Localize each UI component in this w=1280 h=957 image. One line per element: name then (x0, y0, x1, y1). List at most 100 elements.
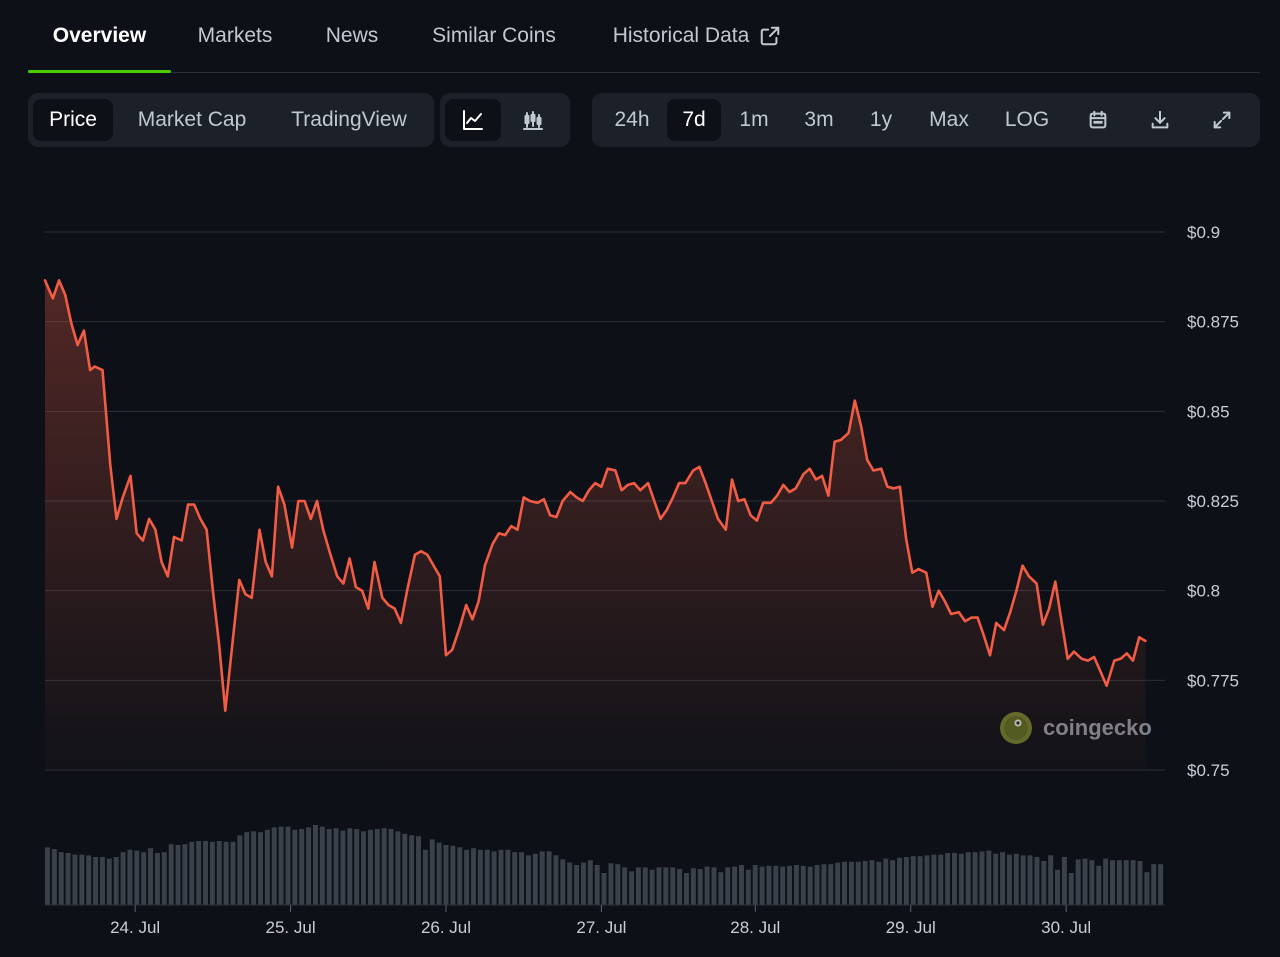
volume-bar (326, 829, 332, 905)
tab-similar-coins[interactable]: Similar Coins (405, 0, 583, 72)
volume-bar (271, 827, 277, 905)
price-area-fill (45, 280, 1146, 770)
volume-bar (113, 857, 119, 905)
volume-bar (340, 830, 346, 905)
volume-bar (361, 831, 367, 905)
volume-bar (1096, 865, 1102, 905)
volume-bar (924, 855, 930, 905)
tab-overview[interactable]: Overview (28, 0, 171, 73)
candlestick-chart-button[interactable] (501, 99, 565, 141)
price-chart[interactable]: $0.9$0.875$0.85$0.825$0.8$0.775$0.75 coi… (0, 150, 1280, 957)
metric-tradingview-button[interactable]: TradingView (271, 99, 427, 141)
range-max-button[interactable]: Max (911, 99, 987, 141)
volume-bar (759, 866, 765, 905)
volume-bar (161, 852, 167, 905)
range-3m-button[interactable]: 3m (787, 99, 851, 141)
volume-bar (842, 861, 848, 905)
range-toggle-group: 24h 7d 1m 3m 1y Max LOG (592, 93, 1260, 147)
volume-bar (457, 847, 463, 905)
tab-historical-data[interactable]: Historical Data (583, 0, 811, 72)
volume-bar (1151, 864, 1157, 905)
fullscreen-button[interactable] (1191, 99, 1253, 141)
volume-bar (65, 853, 71, 905)
line-chart-icon (461, 108, 485, 132)
tab-similar-coins-label: Similar Coins (432, 24, 556, 47)
volume-bar (855, 861, 861, 905)
fullscreen-icon (1211, 109, 1233, 131)
volume-bar (835, 862, 841, 905)
volume-bar (684, 873, 689, 905)
volume-bar (890, 860, 896, 905)
y-tick-label: $0.9 (1187, 223, 1220, 242)
log-scale-button[interactable]: LOG (987, 99, 1067, 141)
volume-bar (93, 857, 99, 905)
volume-bar (1034, 857, 1040, 905)
volume-bar (800, 865, 806, 905)
volume-bar (986, 850, 992, 905)
range-24h-button[interactable]: 24h (597, 99, 667, 141)
volume-bar (587, 860, 593, 905)
volume-bar (725, 867, 731, 905)
volume-bar (251, 831, 257, 905)
volume-bar (1041, 861, 1047, 905)
volume-bar (876, 861, 882, 905)
volume-bar (629, 871, 634, 905)
volume-bar (106, 858, 112, 905)
range-1m-button[interactable]: 1m (721, 99, 787, 141)
candlestick-chart-icon (521, 108, 545, 132)
volume-bar (807, 866, 813, 905)
volume-bar (649, 869, 655, 905)
x-axis-labels: 24. Jul 25. Jul 26. Jul 27. Jul 28. Jul 29. J… (110, 905, 1091, 937)
volume-bar (491, 851, 497, 905)
volume-bar (917, 856, 923, 905)
tab-markets[interactable]: Markets (171, 0, 299, 72)
volume-bar (677, 869, 683, 905)
line-chart-button[interactable] (445, 99, 501, 141)
calendar-button[interactable] (1067, 99, 1129, 141)
volume-bar (732, 866, 738, 905)
y-axis-labels: $0.9 $0.875 $0.85 $0.825 $0.8 $0.775 $0.75 (1187, 223, 1239, 780)
volume-bar (203, 841, 208, 905)
volume-bar (848, 861, 854, 905)
volume-bar (1055, 869, 1061, 905)
volume-bar (79, 854, 85, 905)
volume-bar (635, 867, 641, 905)
volume-bar (299, 829, 305, 905)
volume-bar (697, 869, 703, 905)
range-7d-button[interactable]: 7d (667, 99, 721, 141)
volume-bar (292, 829, 298, 905)
volume-bar (615, 864, 621, 905)
volume-bar (752, 865, 758, 905)
volume-bar (814, 865, 820, 905)
volume-bar (464, 849, 470, 905)
metric-price-button[interactable]: Price (33, 99, 113, 141)
metric-market-cap-button[interactable]: Market Cap (113, 99, 271, 141)
volume-bar (1103, 858, 1109, 905)
x-tick-label: 27. Jul (576, 918, 626, 937)
volume-bar (622, 867, 628, 905)
volume-bar (189, 841, 195, 905)
volume-bar (594, 865, 600, 905)
x-tick-label: 24. Jul (110, 918, 160, 937)
volume-bar (553, 855, 559, 905)
volume-bar (1116, 860, 1122, 905)
volume-bar (230, 841, 236, 905)
chart-style-toggle-group (440, 93, 570, 147)
volume-bar (182, 844, 188, 905)
volume-bar (560, 859, 566, 905)
download-button[interactable] (1129, 99, 1191, 141)
volume-bar (1130, 860, 1136, 905)
range-1y-button[interactable]: 1y (851, 99, 911, 141)
range-max-label: Max (929, 108, 969, 131)
volume-bar (718, 872, 724, 905)
volume-bar (828, 864, 834, 905)
volume-bar (416, 836, 421, 905)
volume-bar (608, 863, 614, 905)
y-tick-label: $0.75 (1187, 761, 1230, 780)
volume-bar (244, 832, 250, 905)
tab-news[interactable]: News (299, 0, 405, 72)
volume-bar (450, 845, 456, 905)
volume-bar (196, 841, 202, 905)
volume-bar (1089, 860, 1095, 905)
volume-bar (312, 825, 318, 905)
